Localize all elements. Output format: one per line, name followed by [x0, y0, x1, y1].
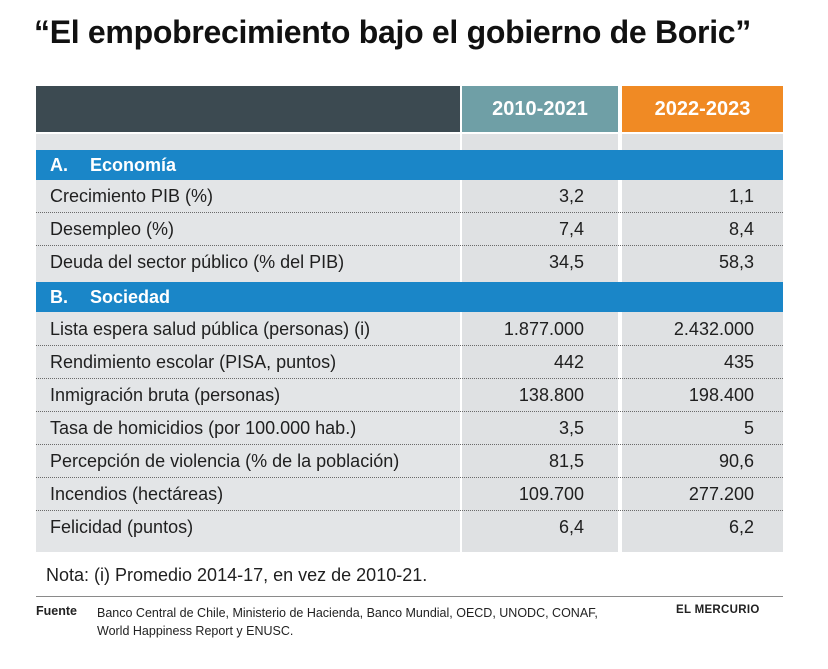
- column-2-background: [622, 134, 783, 552]
- row-value-2010-2021: 1.877.000: [503, 319, 584, 339]
- table-row: Incendios (hectáreas) 109.700 277.200: [36, 478, 783, 511]
- section-header-economia: A. Economía: [36, 150, 783, 180]
- data-table: 2010-2021 2022-2023 A. Economía Crecimie…: [36, 86, 783, 552]
- column-header-2010-2021: 2010-2021: [462, 86, 618, 132]
- row-value-2022-2023: 277.200: [688, 484, 754, 504]
- row-value-2022-2023: 2.432.000: [673, 319, 754, 339]
- row-value-2022-2023: 8,4: [728, 219, 754, 239]
- row-label: Incendios (hectáreas): [50, 484, 224, 504]
- row-value-2010-2021: 109.700: [518, 484, 584, 504]
- table-row: Felicidad (puntos) 6,4 6,2: [36, 511, 783, 544]
- dotted-divider: [36, 477, 783, 478]
- row-label: Tasa de homicidios (por 100.000 hab.): [50, 418, 357, 438]
- row-value-2022-2023: 90,6: [718, 451, 754, 471]
- source-label: Fuente: [36, 604, 77, 618]
- row-value-2022-2023: 58,3: [718, 252, 754, 272]
- row-value-2010-2021: 81,5: [548, 451, 584, 471]
- row-label: Inmigración bruta (personas): [50, 385, 281, 405]
- section-title: Sociedad: [90, 286, 171, 307]
- table-row: Percepción de violencia (% de la poblaci…: [36, 445, 783, 478]
- row-value-2010-2021: 138.800: [518, 385, 584, 405]
- section-letter: A.: [50, 154, 68, 175]
- row-value-2022-2023: 5: [743, 418, 754, 438]
- footer-divider: [36, 596, 783, 597]
- row-value-2022-2023: 198.400: [688, 385, 754, 405]
- row-label: Felicidad (puntos): [50, 517, 194, 537]
- page-title: “El empobrecimiento bajo el gobierno de …: [34, 14, 751, 50]
- section-title: Economía: [90, 154, 177, 175]
- row-label: Crecimiento PIB (%): [50, 186, 214, 206]
- row-value-2010-2021: 34,5: [548, 252, 584, 272]
- row-value-2022-2023: 435: [723, 352, 754, 372]
- table-row: Desempleo (%) 7,4 8,4: [36, 213, 783, 246]
- row-value-2022-2023: 1,1: [728, 186, 754, 206]
- row-value-2022-2023: 6,2: [728, 517, 754, 537]
- column-header-2022-2023: 2022-2023: [622, 86, 783, 132]
- row-label: Percepción de violencia (% de la poblaci…: [50, 451, 400, 471]
- table-row: Deuda del sector público (% del PIB) 34,…: [36, 246, 783, 279]
- row-value-2010-2021: 3,2: [558, 186, 584, 206]
- row-value-2010-2021: 6,4: [558, 517, 584, 537]
- publisher-brand: EL MERCURIO: [676, 604, 760, 616]
- section-letter: B.: [50, 286, 68, 307]
- label-column-background: [36, 134, 460, 552]
- dotted-divider: [36, 444, 783, 445]
- footnote: Nota: (i) Promedio 2014-17, en vez de 20…: [46, 565, 428, 585]
- section-header-sociedad: B. Sociedad: [36, 282, 783, 312]
- dotted-divider: [36, 212, 783, 213]
- dotted-divider: [36, 510, 783, 511]
- table-row: Inmigración bruta (personas) 138.800 198…: [36, 379, 783, 412]
- row-value-2010-2021: 442: [553, 352, 584, 372]
- dotted-divider: [36, 411, 783, 412]
- dotted-divider: [36, 245, 783, 246]
- column-1-background: [462, 134, 618, 552]
- row-value-2010-2021: 7,4: [558, 219, 584, 239]
- table-header-blank: [36, 86, 460, 132]
- table-row: Tasa de homicidios (por 100.000 hab.) 3,…: [36, 412, 783, 445]
- dotted-divider: [36, 345, 783, 346]
- table-row: Crecimiento PIB (%) 3,2 1,1: [36, 180, 783, 213]
- source-text: Banco Central de Chile, Ministerio de Ha…: [97, 606, 598, 638]
- row-label: Lista espera salud pública (personas) (i…: [50, 319, 371, 339]
- dotted-divider: [36, 378, 783, 379]
- row-label: Deuda del sector público (% del PIB): [50, 252, 345, 272]
- row-label: Desempleo (%): [50, 219, 175, 239]
- table-row: Rendimiento escolar (PISA, puntos) 442 4…: [36, 346, 783, 379]
- table-row: Lista espera salud pública (personas) (i…: [36, 313, 783, 346]
- row-label: Rendimiento escolar (PISA, puntos): [50, 352, 337, 372]
- row-value-2010-2021: 3,5: [558, 418, 584, 438]
